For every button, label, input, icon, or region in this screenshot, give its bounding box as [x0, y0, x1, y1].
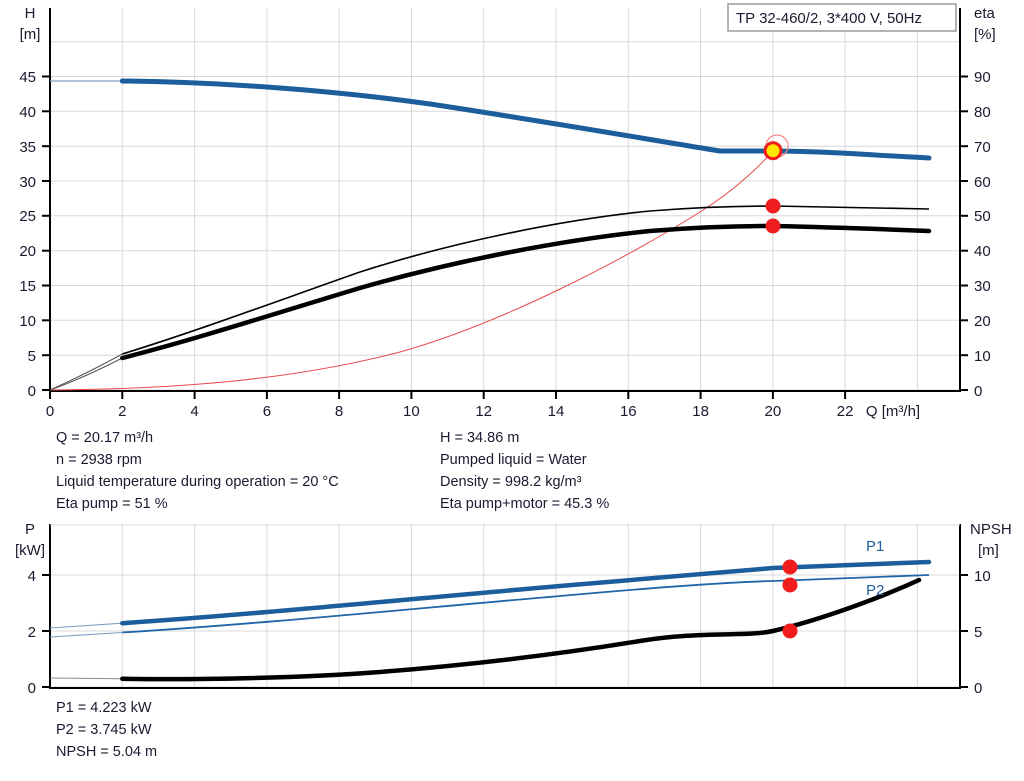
lower-y-left-axis-label-line1: P: [25, 521, 35, 538]
info-liquid-temperature: Liquid temperature during operation = 20…: [56, 474, 339, 490]
npsh-curve: [120, 577, 922, 682]
upper-eta-tick-30: 30: [974, 278, 991, 295]
upper-ytick-35: 35: [19, 139, 36, 156]
upper-xtick-22: 22: [837, 403, 854, 420]
upper-ytick-30: 30: [19, 174, 36, 191]
info-n: n = 2938 rpm: [56, 452, 142, 468]
upper-xtick-20: 20: [765, 403, 782, 420]
upper-eta-tick-10: 10: [974, 348, 991, 365]
info-h: H = 34.86 m: [440, 430, 519, 446]
operating-point-eta-pump-marker: [765, 198, 781, 214]
upper-ytick-10: 10: [19, 313, 36, 330]
p2-series-label: P2: [866, 582, 884, 599]
upper-y-left-ticks: [42, 75, 50, 391]
info-block-lower: P1 = 4.223 kW P2 = 3.745 kW NPSH = 5.04 …: [56, 700, 157, 760]
upper-eta-tick-50: 50: [974, 208, 991, 225]
upper-xtick-12: 12: [475, 403, 492, 420]
upper-ytick-5: 5: [28, 348, 36, 365]
operating-point-npsh-marker: [782, 623, 798, 639]
upper-y-left-axis-label-line2: [m]: [20, 26, 41, 43]
upper-ytick-20: 20: [19, 243, 36, 260]
upper-ytick-40: 40: [19, 104, 36, 121]
upper-y-left-axis-label-line1: H: [25, 5, 36, 22]
upper-x-tick-labels: 0 2 4 6 8 10 12 14 16 18 20 22 Q [m³/h]: [46, 403, 920, 420]
info-q: Q = 20.17 m³/h: [56, 430, 153, 446]
upper-eta-tick-90: 90: [974, 69, 991, 86]
operating-point-p2-marker: [782, 577, 798, 593]
head-curve: [119, 78, 932, 161]
info-pumped-liquid: Pumped liquid = Water: [440, 452, 587, 468]
upper-xtick-10: 10: [403, 403, 420, 420]
upper-xtick-4: 4: [190, 403, 198, 420]
upper-xtick-6: 6: [263, 403, 271, 420]
info-eta-pump-motor: Eta pump+motor = 45.3 %: [440, 496, 609, 512]
system-curve: [49, 150, 774, 391]
upper-x-axis-label: Q [m³/h]: [866, 403, 920, 420]
lower-grid-vertical: [121, 524, 918, 687]
lower-ptick-0: 0: [28, 680, 36, 697]
lower-ptick-4: 4: [28, 568, 36, 585]
upper-y-right-tick-labels: 0 10 20 30 40 50 60 70 80 90: [974, 69, 991, 400]
upper-x-ticks: [49, 391, 847, 399]
chart-title-box: TP 32-460/2, 3*400 V, 50Hz: [727, 3, 957, 32]
operating-point-p1-marker: [782, 559, 798, 575]
upper-eta-tick-60: 60: [974, 174, 991, 191]
upper-eta-tick-40: 40: [974, 243, 991, 260]
chart-title-text: TP 32-460/2, 3*400 V, 50Hz: [736, 10, 922, 27]
p2-curve: [122, 574, 930, 634]
upper-grid-horizontal: [50, 41, 960, 391]
upper-y-right-axis-label-line2: [%]: [974, 26, 996, 43]
p1-curve-extension: [49, 622, 123, 629]
lower-chart-group: 0 2 4 0 5 10 P [kW] NPSH [m] P1 P2: [15, 521, 1012, 697]
upper-xtick-18: 18: [692, 403, 709, 420]
upper-y-left-tick-labels: 0 5 10 15 20 25 30 35 40 45: [19, 69, 36, 400]
p1-curve: [120, 559, 932, 626]
info-p1: P1 = 4.223 kW: [56, 700, 152, 716]
upper-eta-tick-20: 20: [974, 313, 991, 330]
upper-ytick-25: 25: [19, 208, 36, 225]
upper-xtick-2: 2: [118, 403, 126, 420]
info-npsh: NPSH = 5.04 m: [56, 744, 157, 760]
lower-npshtick-5: 5: [974, 624, 982, 641]
p2-curve-extension: [49, 631, 123, 638]
lower-y-right-axis-label-line1: NPSH: [970, 521, 1012, 538]
upper-xtick-8: 8: [335, 403, 343, 420]
operating-point-eta-pump-motor-marker: [765, 218, 781, 234]
upper-y-right-axis-label-line1: eta: [974, 5, 996, 22]
eta-pump-curve-extension: [49, 353, 123, 391]
upper-ytick-45: 45: [19, 69, 36, 86]
eta-pump-motor-curve-extension: [49, 357, 123, 391]
eta-pump-curve: [122, 205, 930, 355]
upper-y-right-ticks: [960, 75, 968, 391]
upper-ytick-15: 15: [19, 278, 36, 295]
lower-y-right-ticks: [960, 574, 968, 688]
upper-xtick-16: 16: [620, 403, 637, 420]
lower-npshtick-0: 0: [974, 680, 982, 697]
lower-npshtick-10: 10: [974, 568, 991, 585]
lower-ptick-2: 2: [28, 624, 36, 641]
lower-y-right-axis-label-line2: [m]: [978, 542, 999, 559]
info-block-upper: Q = 20.17 m³/h n = 2938 rpm Liquid tempe…: [56, 430, 609, 512]
npsh-curve-extension: [49, 677, 123, 680]
upper-eta-tick-80: 80: [974, 104, 991, 121]
upper-eta-tick-70: 70: [974, 139, 991, 156]
info-p2: P2 = 3.745 kW: [56, 722, 152, 738]
operating-point-head-marker: [763, 141, 783, 161]
upper-grid-vertical: [121, 8, 918, 390]
eta-pump-motor-curve: [120, 223, 932, 361]
upper-xtick-0: 0: [46, 403, 54, 420]
info-eta-pump: Eta pump = 51 %: [56, 496, 168, 512]
lower-y-left-ticks: [42, 574, 50, 688]
info-density: Density = 998.2 kg/m³: [440, 474, 582, 490]
upper-eta-tick-0: 0: [974, 383, 982, 400]
p1-series-label: P1: [866, 538, 884, 555]
upper-chart-group: 0 5 10 15 20 25 30 35 40 45 0 10 20 30 4…: [19, 3, 996, 420]
upper-ytick-0: 0: [28, 383, 36, 400]
upper-xtick-14: 14: [548, 403, 565, 420]
lower-y-left-axis-label-line2: [kW]: [15, 542, 45, 559]
